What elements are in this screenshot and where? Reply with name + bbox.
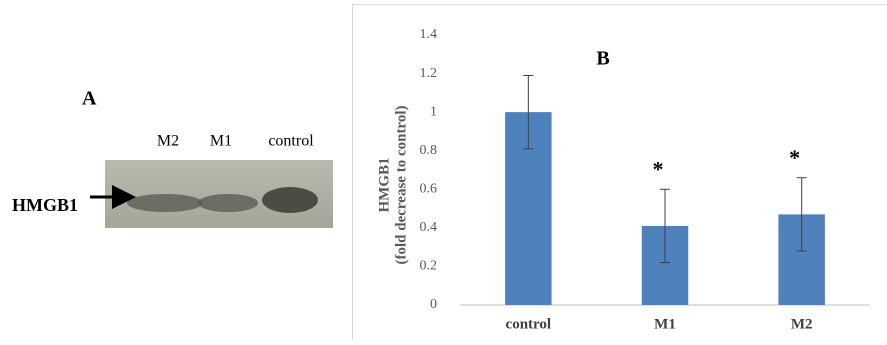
y-tick-label: 1.4 (420, 27, 438, 42)
chart-title: B (596, 48, 609, 70)
lane-label: M2 (157, 133, 179, 150)
lane-label: M1 (210, 133, 232, 150)
panel-label: A (82, 88, 97, 110)
significance-mark: * (789, 145, 800, 170)
y-tick-label: 0.2 (420, 259, 438, 274)
blot-band (127, 194, 203, 212)
page: A M2 M1 control HMGB1 B HMGB1 (fold decr… (0, 0, 887, 340)
y-tick-label: 0.6 (420, 182, 438, 197)
y-axis-title-line: (fold decrease to control) (393, 106, 409, 265)
y-tick-label: 0.8 (420, 143, 438, 158)
protein-label: HMGB1 (12, 195, 78, 215)
x-tick-label: control (506, 316, 552, 332)
y-tick-label: 0.4 (420, 220, 438, 235)
figure: A M2 M1 control HMGB1 B HMGB1 (fold decr… (0, 0, 887, 340)
y-axis-title-line: HMGB1 (376, 158, 392, 213)
blot-band (262, 187, 318, 213)
x-tick-label: M1 (654, 316, 676, 332)
blot-band (198, 194, 258, 212)
significance-mark: * (653, 156, 664, 181)
lane-label: control (268, 133, 314, 150)
x-tick-label: M2 (791, 316, 813, 332)
y-axis-title: HMGB1 (fold decrease to control) (376, 106, 409, 265)
y-tick-label: 0 (430, 297, 437, 312)
y-tick-label: 1.2 (420, 66, 438, 81)
y-tick-label: 1 (430, 104, 437, 119)
